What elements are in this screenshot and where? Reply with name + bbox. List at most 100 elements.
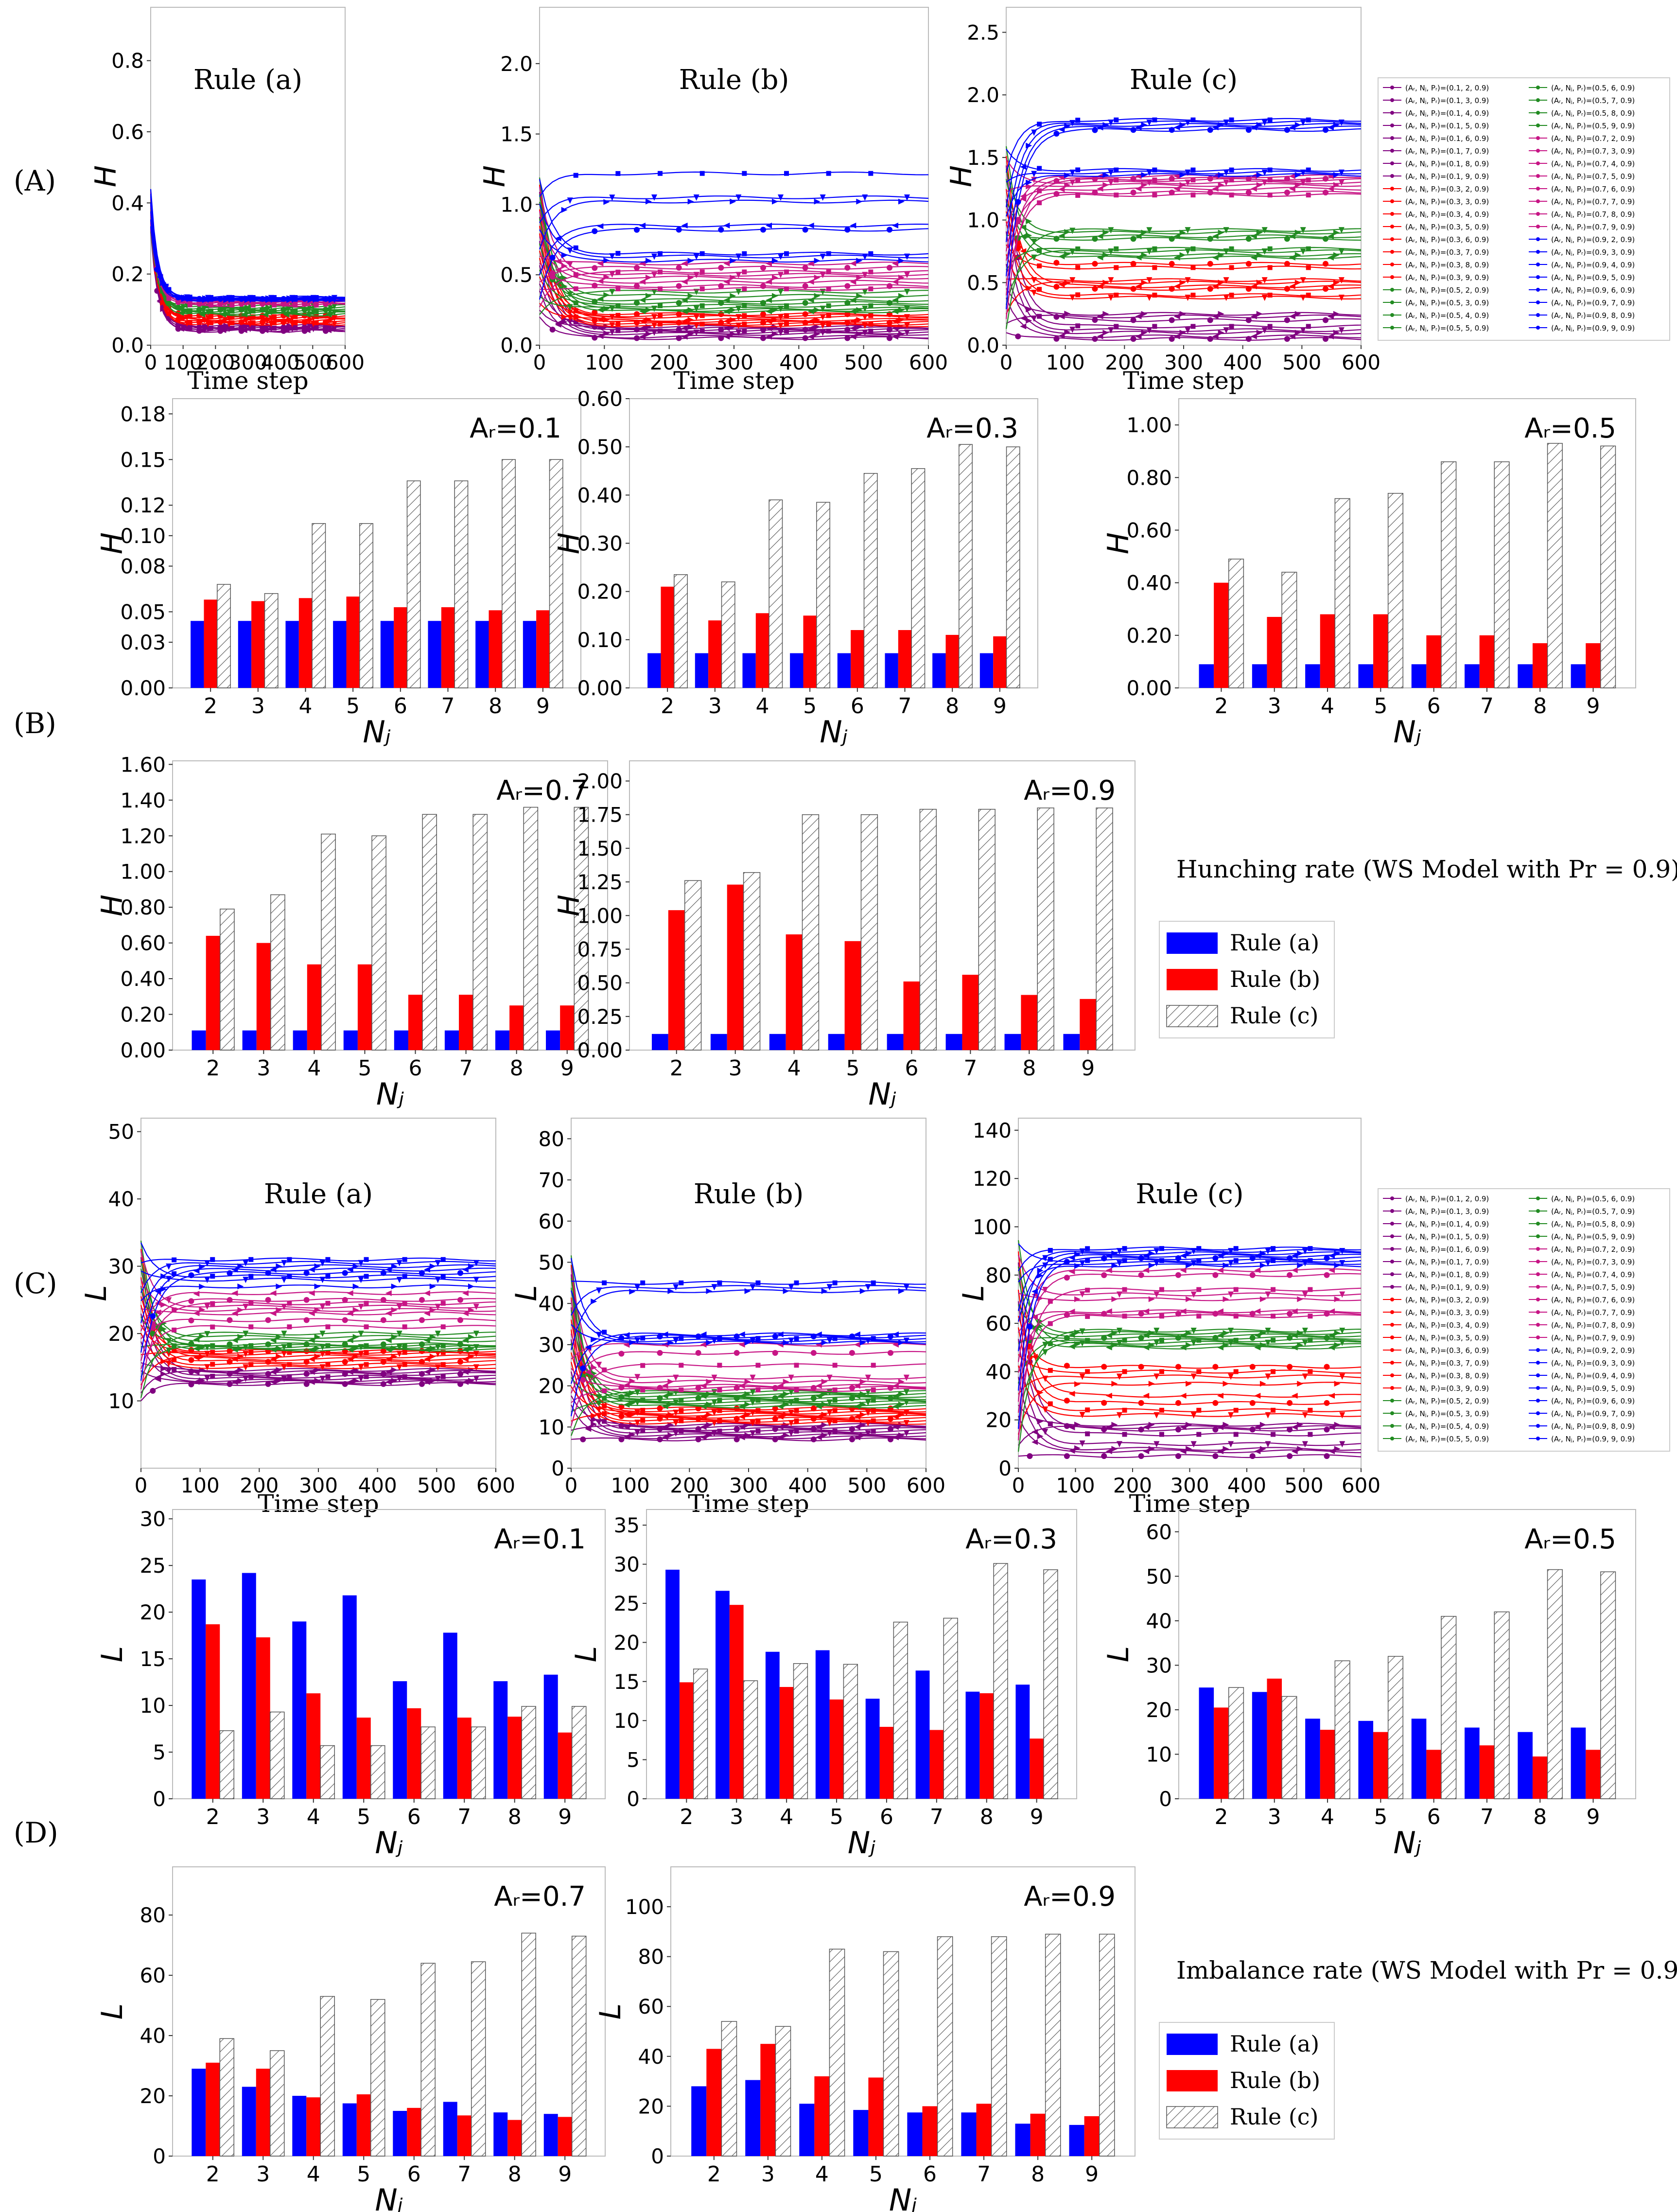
series-marker	[814, 198, 821, 205]
legend-marker	[1536, 86, 1540, 89]
legend-marker	[1536, 1209, 1540, 1213]
series-marker	[730, 307, 736, 313]
series-line	[1005, 146, 1362, 257]
x-tick-label: 7	[963, 1056, 977, 1081]
series-marker	[243, 1375, 249, 1382]
series-marker	[618, 1413, 625, 1420]
legend-swatch-rule-b	[1167, 969, 1218, 990]
series-marker	[718, 300, 724, 306]
series-marker	[766, 279, 772, 285]
series-line	[570, 1363, 926, 1426]
legend-marker	[1390, 1272, 1394, 1276]
series-marker	[204, 1277, 210, 1283]
series-marker	[903, 1399, 909, 1406]
series-marker	[1116, 1291, 1122, 1298]
series-marker	[1233, 1287, 1239, 1292]
x-tick-label: 4	[787, 1056, 801, 1081]
series-marker	[651, 288, 657, 295]
series-marker	[1143, 1424, 1150, 1430]
bar-rule-b	[441, 607, 455, 688]
series-marker	[1261, 119, 1268, 126]
series-marker	[1075, 193, 1081, 198]
series-marker	[783, 1339, 789, 1346]
series-marker	[561, 252, 568, 259]
series-marker	[868, 171, 873, 176]
series-marker	[385, 1379, 392, 1385]
series-marker	[155, 1288, 161, 1295]
series-line	[150, 211, 346, 300]
series-marker	[287, 1343, 292, 1348]
series-marker	[1042, 1428, 1048, 1435]
series-line	[570, 1390, 926, 1436]
series-marker	[1223, 1342, 1229, 1348]
series-marker	[1097, 283, 1103, 289]
series-marker	[1185, 327, 1191, 334]
series-marker	[609, 305, 615, 312]
series-marker	[898, 1432, 905, 1439]
series-marker	[1141, 172, 1148, 178]
series-marker	[871, 1418, 876, 1423]
x-tick-label: 2	[1214, 1805, 1228, 1829]
y-axis-label: L	[1101, 1646, 1135, 1662]
y-tick-label: 0.10	[577, 628, 623, 652]
bar-rule-a	[192, 1579, 206, 1799]
series-marker	[567, 247, 573, 254]
series-marker	[440, 1362, 446, 1367]
series-marker	[711, 1374, 717, 1381]
series-marker	[287, 1324, 292, 1330]
y-tick-label: 1.20	[120, 824, 166, 848]
series-marker	[826, 1420, 833, 1426]
bar-rule-b	[346, 597, 360, 688]
series-marker	[603, 274, 610, 280]
series-marker	[155, 1374, 161, 1381]
series-marker	[1223, 1422, 1229, 1428]
x-axis-label: Time step	[258, 1490, 379, 1518]
series-marker	[1173, 333, 1180, 339]
series-marker	[1102, 330, 1109, 336]
y-tick-label: 10	[108, 1389, 134, 1413]
series-marker	[166, 1276, 172, 1282]
series-marker	[639, 297, 646, 303]
series-marker	[755, 1398, 761, 1403]
bar-rule-b	[256, 1637, 270, 1799]
series-marker	[1212, 1364, 1219, 1370]
series-marker	[750, 1337, 756, 1344]
series-marker	[750, 1389, 756, 1396]
series-marker	[772, 293, 778, 299]
bar-rule-c	[312, 523, 326, 688]
series-marker	[1130, 286, 1136, 292]
series-marker	[1271, 1337, 1276, 1343]
legend-entry-label: (Aᵣ, Nⱼ, Pᵣ)=(0.3, 3, 0.9)	[1405, 197, 1489, 206]
bar-rule-a	[380, 621, 394, 688]
series-marker	[794, 1418, 799, 1423]
series-marker	[1218, 172, 1224, 178]
series-marker	[1190, 1441, 1197, 1448]
series-marker	[270, 1337, 277, 1343]
legend-entry-label: (Aᵣ, Nⱼ, Pᵣ)=(0.7, 2, 0.9)	[1551, 1245, 1635, 1254]
legend-entry-label: (Aᵣ, Nⱼ, Pᵣ)=(0.5, 9, 0.9)	[1551, 1232, 1635, 1241]
series-marker	[150, 1313, 156, 1319]
series-marker	[166, 1360, 172, 1367]
series-marker	[1302, 1339, 1308, 1346]
series-marker	[1259, 1381, 1266, 1387]
series-marker	[380, 1341, 386, 1348]
series-marker	[788, 1420, 794, 1426]
y-tick-label: 0	[153, 2144, 166, 2168]
series-marker	[1152, 167, 1157, 173]
legend-marker	[1536, 1196, 1540, 1200]
legend-entry-label: (Aᵣ, Nⱼ, Pᵣ)=(0.9, 4, 0.9)	[1551, 261, 1635, 269]
series-marker	[561, 263, 568, 269]
series-marker	[898, 1288, 905, 1294]
bar-rule-c	[893, 1621, 908, 1799]
series-marker	[1085, 1258, 1090, 1263]
series-marker	[1218, 311, 1224, 317]
series-marker	[1135, 254, 1142, 261]
series-marker	[1037, 122, 1042, 127]
x-tick-label: 5	[346, 694, 360, 719]
legend-entry-label: (Aᵣ, Nⱼ, Pᵣ)=(0.1, 2, 0.9)	[1405, 1194, 1489, 1203]
series-line	[539, 287, 929, 291]
plot-frame	[172, 398, 581, 688]
series-marker	[166, 1338, 172, 1345]
series-marker	[1148, 1262, 1155, 1268]
series-marker	[1324, 1453, 1330, 1459]
